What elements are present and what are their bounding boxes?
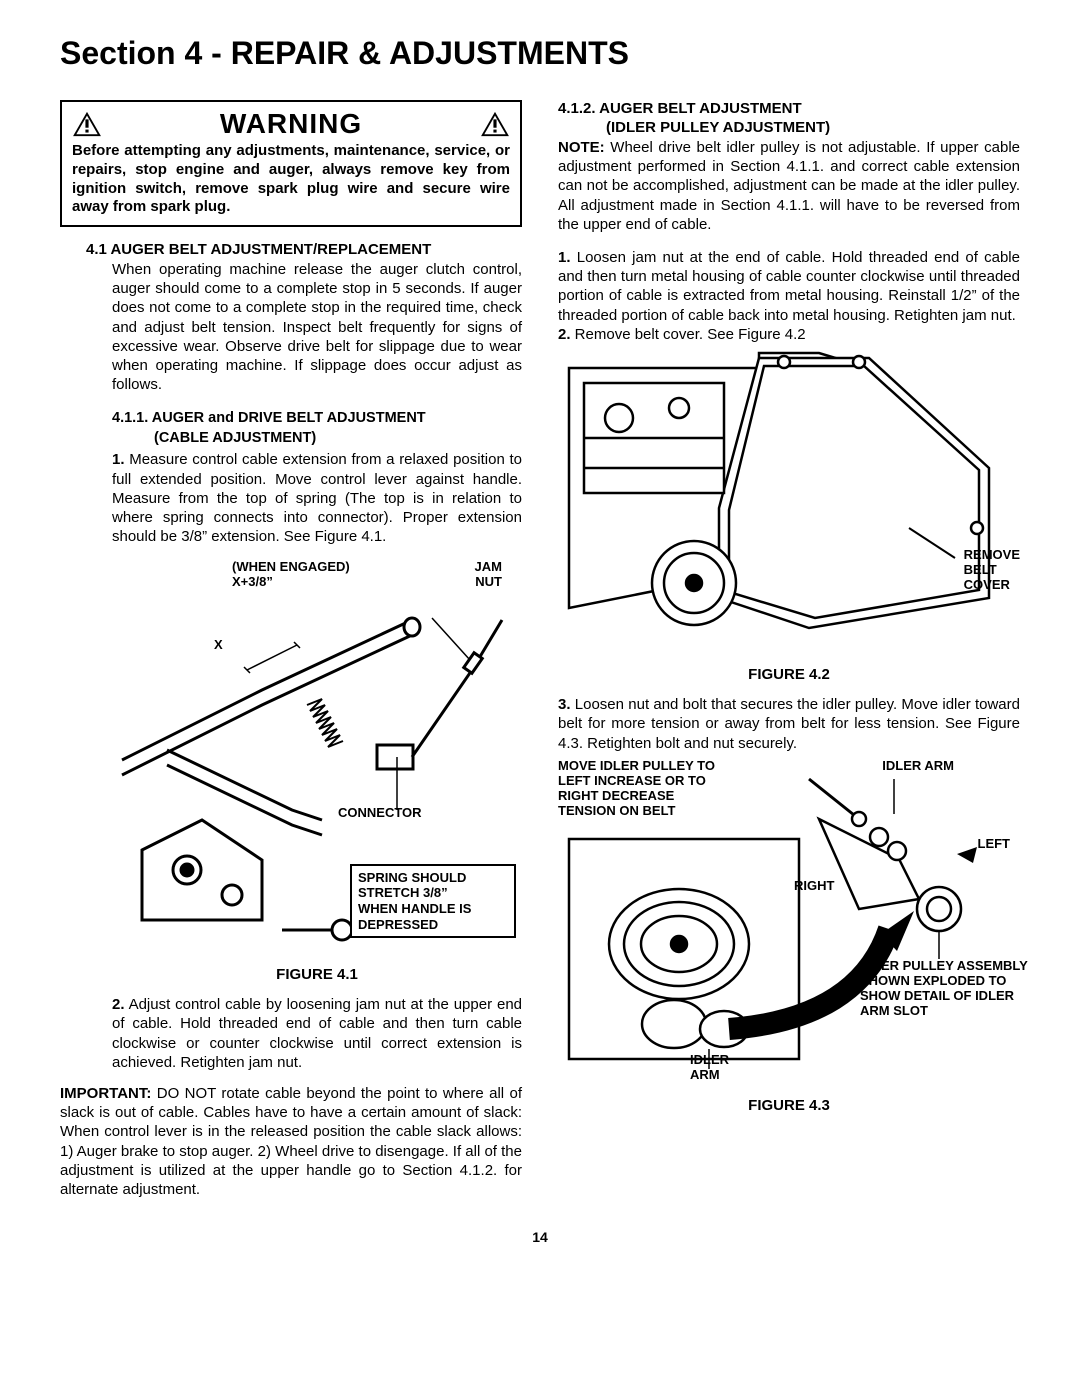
warning-icon <box>72 111 102 137</box>
fig43-label-idlerarm-bottom: IDLER ARM <box>690 1053 729 1083</box>
fig41-label-jamnut: JAM NUT <box>475 560 502 590</box>
figure-4-2-caption: FIGURE 4.2 <box>558 666 1020 683</box>
para-4-1: When operating machine release the auger… <box>112 260 522 394</box>
fig41-spring-note: SPRING SHOULD STRETCH 3/8” WHEN HANDLE I… <box>350 864 516 938</box>
fig41-label-x: X <box>214 638 223 653</box>
right-column: 4.1.2. AUGER BELT ADJUSTMENT (IDLER PULL… <box>558 100 1020 1199</box>
warning-body: Before attempting any adjustments, maint… <box>72 142 510 217</box>
heading-4-1-1-b: (CABLE ADJUSTMENT) <box>154 430 522 446</box>
figure-4-1: (WHEN ENGAGED) X+3/8” JAM NUT X CONNECTO… <box>112 560 522 960</box>
fig42-label-remove: REMOVE BELT COVER <box>964 548 1020 593</box>
para-4-1-2-step2: 2. Remove belt cover. See Figure 4.2 <box>558 325 1020 345</box>
section-title: Section 4 - REPAIR & ADJUSTMENTS <box>60 35 1020 72</box>
page-number: 14 <box>60 1229 1020 1245</box>
important-paragraph: IMPORTANT: DO NOT rotate cable beyond th… <box>60 1084 522 1199</box>
warning-title: WARNING <box>220 108 362 140</box>
heading-4-1-1-a: 4.1.1. AUGER and DRIVE BELT ADJUSTMENT <box>112 410 522 426</box>
fig41-label-engaged: (WHEN ENGAGED) X+3/8” <box>232 560 350 590</box>
left-column: WARNING Before attempting any adjustment… <box>60 100 522 1199</box>
figure-4-3: MOVE IDLER PULLEY TO LEFT INCREASE OR TO… <box>558 759 1020 1079</box>
para-4-1-2-step3: 3. Loosen nut and bolt that secures the … <box>558 695 1020 753</box>
figure-4-1-caption: FIGURE 4.1 <box>112 966 522 983</box>
figure-4-3-caption: FIGURE 4.3 <box>558 1097 1020 1114</box>
fig41-label-connector: CONNECTOR <box>338 806 422 821</box>
fig43-label-right: RIGHT <box>794 879 834 894</box>
para-4-1-2-step1: 1. Loosen jam nut at the end of cable. H… <box>558 248 1020 325</box>
heading-4-1-2-b: (IDLER PULLEY ADJUSTMENT) <box>606 119 1020 136</box>
warning-box: WARNING Before attempting any adjustment… <box>60 100 522 227</box>
para-4-1-1-step2: 2. Adjust control cable by loosening jam… <box>112 995 522 1072</box>
figure-4-2: REMOVE BELT COVER <box>558 348 1020 658</box>
fig43-label-left: LEFT <box>978 837 1011 852</box>
fig43-label-idlerarm-top: IDLER ARM <box>882 759 954 774</box>
para-4-1-1-step1: 1. Measure control cable extension from … <box>112 450 522 546</box>
heading-4-1-2-a: 4.1.2. AUGER BELT ADJUSTMENT <box>558 100 1020 117</box>
note-paragraph: NOTE: Wheel drive belt idler pulley is n… <box>558 138 1020 234</box>
heading-4-1: 4.1 AUGER BELT ADJUSTMENT/REPLACEMENT <box>86 241 522 258</box>
fig43-label-moveidler: MOVE IDLER PULLEY TO LEFT INCREASE OR TO… <box>558 759 715 819</box>
warning-icon <box>480 111 510 137</box>
fig43-label-assembly: IDLER PULLEY ASSEMBLY SHOWN EXPLODED TO … <box>860 959 1020 1019</box>
